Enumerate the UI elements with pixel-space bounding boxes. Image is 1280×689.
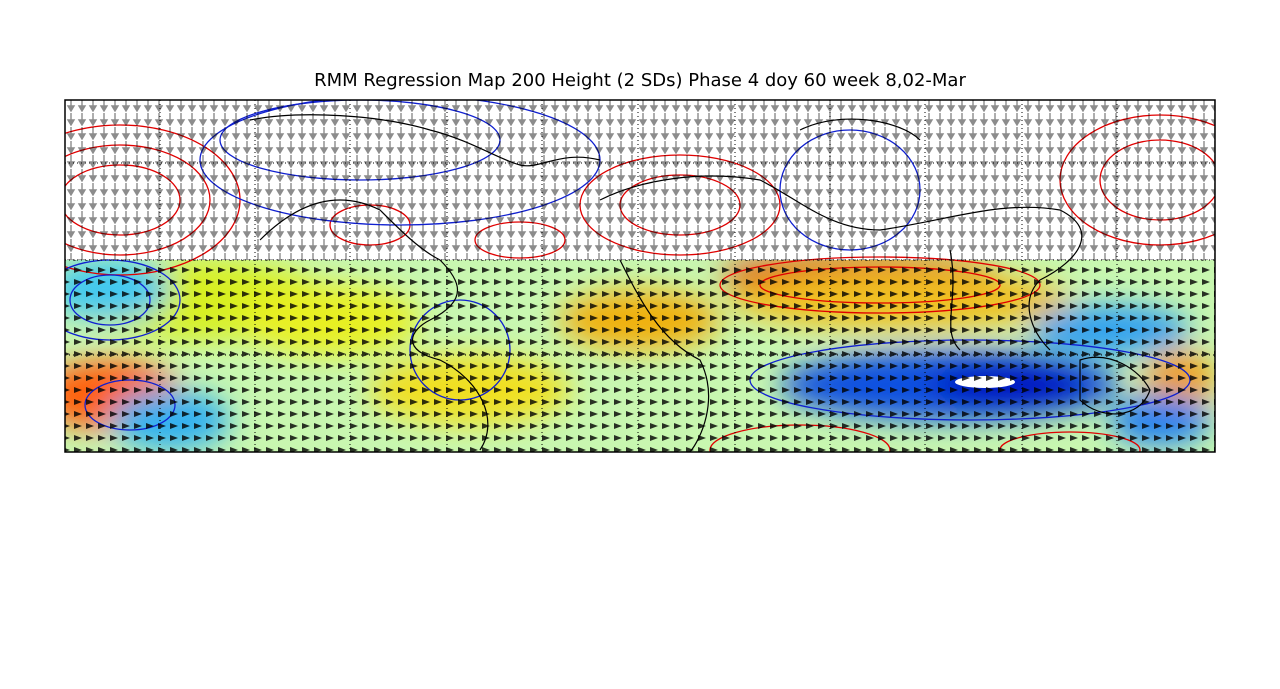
map-frame bbox=[64, 99, 1216, 453]
wind-vectors bbox=[65, 100, 1215, 452]
map-title: RMM Regression Map 200 Height (2 SDs) Ph… bbox=[314, 70, 966, 91]
graticule bbox=[65, 100, 1215, 452]
